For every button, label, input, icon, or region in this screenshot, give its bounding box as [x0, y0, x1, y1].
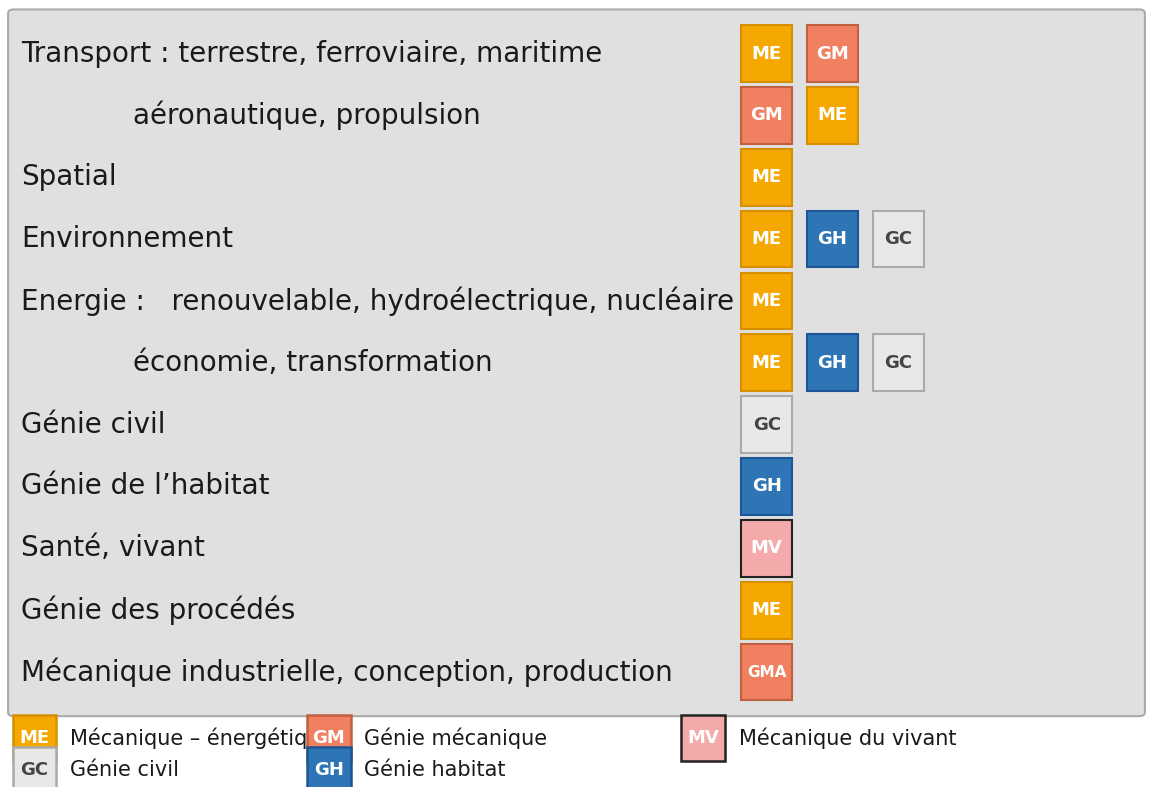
FancyBboxPatch shape — [13, 715, 56, 761]
Text: Energie :   renouvelable, hydroélectrique, nucléaire: Energie : renouvelable, hydroélectrique,… — [21, 286, 733, 316]
Text: GC: GC — [21, 761, 48, 778]
FancyBboxPatch shape — [807, 25, 858, 82]
Text: Génie de l’habitat: Génie de l’habitat — [21, 472, 270, 501]
FancyBboxPatch shape — [741, 582, 792, 638]
Text: GMA: GMA — [747, 664, 786, 679]
Text: GC: GC — [753, 416, 781, 434]
FancyBboxPatch shape — [741, 334, 792, 391]
Text: GM: GM — [751, 106, 783, 124]
Text: ME: ME — [752, 45, 782, 63]
Text: Génie civil: Génie civil — [21, 411, 165, 438]
Text: GH: GH — [314, 761, 344, 778]
Text: ME: ME — [752, 230, 782, 248]
Text: aéronautique, propulsion: aéronautique, propulsion — [133, 101, 481, 130]
FancyBboxPatch shape — [807, 87, 858, 144]
Text: ME: ME — [752, 601, 782, 619]
FancyBboxPatch shape — [741, 87, 792, 144]
FancyBboxPatch shape — [741, 272, 792, 329]
Text: Génie mécanique: Génie mécanique — [364, 727, 548, 749]
FancyBboxPatch shape — [873, 334, 924, 391]
Text: MV: MV — [687, 730, 719, 747]
Text: économie, transformation: économie, transformation — [133, 349, 492, 377]
Text: Mécanique du vivant: Mécanique du vivant — [739, 727, 957, 749]
FancyBboxPatch shape — [741, 25, 792, 82]
Text: GH: GH — [752, 478, 782, 496]
Text: GH: GH — [817, 230, 847, 248]
Text: Génie des procédés: Génie des procédés — [21, 596, 295, 625]
Text: Transport : terrestre, ferroviaire, maritime: Transport : terrestre, ferroviaire, mari… — [21, 39, 602, 68]
FancyBboxPatch shape — [307, 715, 351, 761]
FancyBboxPatch shape — [741, 458, 792, 515]
Text: GC: GC — [884, 354, 912, 371]
Text: ME: ME — [752, 292, 782, 310]
Text: Santé, vivant: Santé, vivant — [21, 534, 204, 563]
Text: ME: ME — [817, 106, 847, 124]
Text: Génie civil: Génie civil — [70, 759, 180, 780]
Text: GC: GC — [884, 230, 912, 248]
FancyBboxPatch shape — [873, 211, 924, 268]
FancyBboxPatch shape — [741, 149, 792, 205]
FancyBboxPatch shape — [741, 644, 792, 700]
Text: ME: ME — [752, 168, 782, 187]
FancyBboxPatch shape — [741, 520, 792, 577]
FancyBboxPatch shape — [681, 715, 725, 761]
Text: Génie habitat: Génie habitat — [364, 759, 506, 780]
Text: Environnement: Environnement — [21, 225, 233, 253]
Text: GM: GM — [816, 45, 849, 63]
FancyBboxPatch shape — [741, 397, 792, 453]
Text: Spatial: Spatial — [21, 163, 116, 191]
Text: Mécanique industrielle, conception, production: Mécanique industrielle, conception, prod… — [21, 657, 672, 687]
Text: GM: GM — [312, 730, 345, 747]
FancyBboxPatch shape — [307, 747, 351, 787]
Text: ME: ME — [752, 354, 782, 371]
FancyBboxPatch shape — [741, 211, 792, 268]
FancyBboxPatch shape — [807, 211, 858, 268]
FancyBboxPatch shape — [807, 334, 858, 391]
Text: MV: MV — [751, 539, 783, 557]
FancyBboxPatch shape — [8, 9, 1145, 716]
Text: ME: ME — [20, 730, 50, 747]
FancyBboxPatch shape — [13, 747, 56, 787]
Text: Mécanique – énergétique: Mécanique – énergétique — [70, 727, 333, 749]
Text: GH: GH — [817, 354, 847, 371]
